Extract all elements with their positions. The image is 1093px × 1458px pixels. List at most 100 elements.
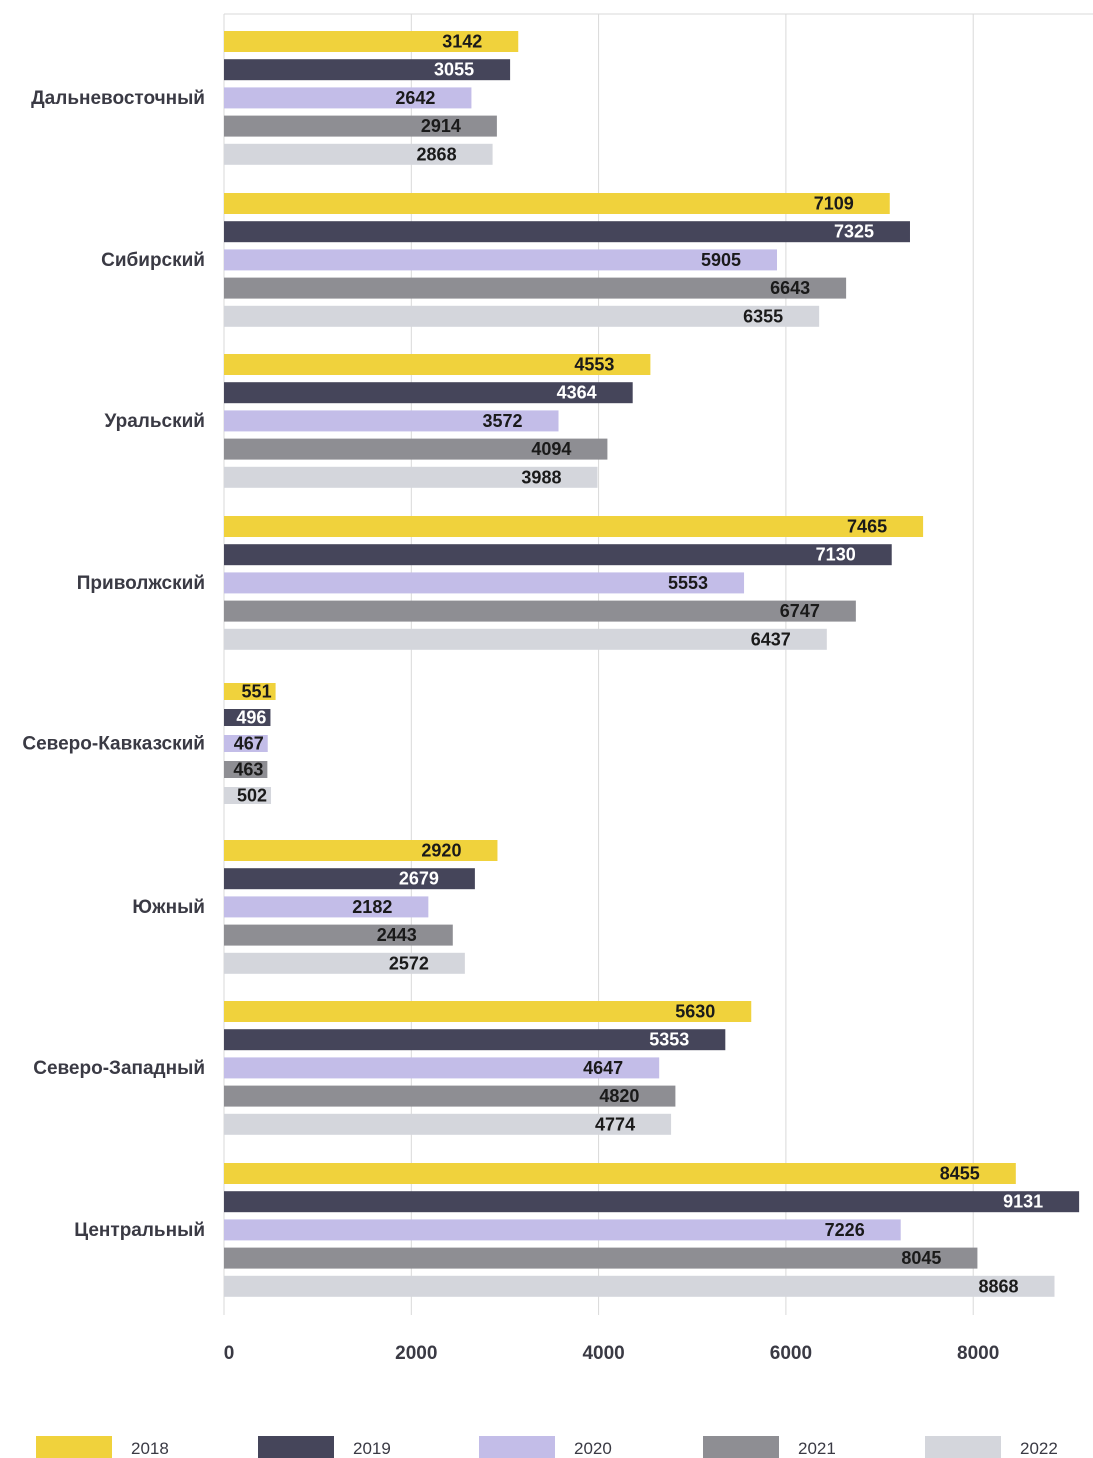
- bar-value-label: 6355: [743, 306, 783, 326]
- category-label: Центральный: [74, 1220, 205, 1241]
- bar: [224, 410, 559, 432]
- bar-value-label: 9131: [1003, 1192, 1043, 1212]
- bar-value-label: 3988: [521, 467, 561, 487]
- bar-value-label: 463: [233, 760, 263, 780]
- bar-value-label: 2920: [421, 841, 461, 861]
- bar: [224, 382, 633, 404]
- bar-value-label: 2182: [352, 897, 392, 917]
- bar: [224, 896, 429, 918]
- bar: [224, 1085, 676, 1107]
- bar-value-label: 8045: [901, 1248, 941, 1268]
- bar: [224, 31, 519, 52]
- bar-value-label: 4774: [595, 1114, 635, 1134]
- bar-value-label: 3055: [434, 60, 474, 80]
- legend-swatch: [479, 1436, 555, 1458]
- bar-value-label: 2642: [395, 88, 435, 108]
- bar: [224, 1191, 1080, 1213]
- legend-label: 2021: [798, 1439, 836, 1458]
- bar: [224, 683, 276, 700]
- bar-value-label: 2679: [399, 869, 439, 889]
- bar-value-label: 467: [234, 734, 264, 754]
- bar-value-label: 3142: [442, 32, 482, 52]
- legend-swatch: [36, 1436, 112, 1458]
- bar: [224, 735, 268, 752]
- bar: [224, 1219, 901, 1241]
- legend-label: 2019: [353, 1439, 391, 1458]
- bar: [224, 466, 598, 488]
- legend-label: 2022: [1020, 1439, 1058, 1458]
- legend-swatch: [925, 1436, 1001, 1458]
- bar: [224, 952, 465, 974]
- bar-value-label: 2572: [389, 953, 429, 973]
- x-tick-label: 2000: [395, 1343, 437, 1364]
- category-label: Дальневосточный: [31, 88, 205, 109]
- bar-value-label: 5630: [675, 1002, 715, 1022]
- legend-swatch: [258, 1436, 334, 1458]
- bar: [224, 572, 745, 594]
- bar-value-label: 5353: [649, 1030, 689, 1050]
- bar-value-label: 2914: [421, 116, 461, 136]
- x-tick-label: 4000: [582, 1343, 624, 1364]
- bar-value-label: 6643: [770, 278, 810, 298]
- bar-value-label: 4364: [557, 383, 597, 403]
- legend-label: 2018: [131, 1439, 169, 1458]
- legend-swatch: [703, 1436, 779, 1458]
- bars: 3142 3055 2642 2914 2868 7109 7325 5905 6643 6355…: [224, 31, 1080, 1297]
- bar: [224, 1057, 660, 1079]
- bar-value-label: 5905: [701, 250, 741, 270]
- category-label: Приволжский: [77, 573, 205, 594]
- bar-value-label: 551: [242, 682, 272, 702]
- bar: [224, 628, 827, 650]
- bar-value-label: 502: [237, 786, 267, 806]
- category-labels: Дальневосточный Сибирский Уральский Приволж…: [22, 88, 205, 1241]
- bar: [224, 840, 498, 861]
- bar-value-label: 8868: [978, 1276, 1018, 1296]
- bar: [224, 600, 856, 622]
- bar: [224, 354, 651, 375]
- x-axis-ticks: 0 2000 4000 6000 8000: [224, 1343, 1000, 1364]
- x-tick-label: 6000: [770, 1343, 812, 1364]
- bar-value-label: 2868: [417, 144, 457, 164]
- bar: [224, 143, 493, 165]
- bar-value-label: 8455: [940, 1164, 980, 1184]
- bar: [224, 59, 511, 81]
- bar: [224, 761, 268, 778]
- bar-value-label: 3572: [482, 411, 522, 431]
- bar: [224, 1029, 726, 1051]
- bar: [224, 1113, 672, 1135]
- bar-value-label: 6747: [780, 601, 820, 621]
- x-tick-label: 0: [224, 1343, 235, 1364]
- bar-value-label: 4553: [574, 355, 614, 375]
- bar: [224, 924, 453, 946]
- bar-value-label: 7109: [814, 194, 854, 214]
- bar-value-label: 5553: [668, 573, 708, 593]
- bar-value-label: 6437: [751, 629, 791, 649]
- bar: [224, 709, 271, 726]
- bar: [224, 868, 475, 890]
- bar: [224, 277, 847, 299]
- bar-value-label: 7465: [847, 517, 887, 537]
- bar: [224, 305, 820, 327]
- bar: [224, 438, 608, 460]
- bar: [224, 1001, 752, 1022]
- bar-value-label: 4094: [531, 439, 571, 459]
- bar-value-label: 496: [236, 708, 266, 728]
- bar: [224, 1163, 1016, 1184]
- x-tick-label: 8000: [957, 1343, 999, 1364]
- bar-value-label: 7325: [834, 222, 874, 242]
- bar-value-label: 4647: [583, 1058, 623, 1078]
- bar: [224, 221, 910, 243]
- bar-value-label: 4820: [599, 1086, 639, 1106]
- category-label: Уральский: [105, 411, 205, 432]
- bar-value-label: 7130: [816, 545, 856, 565]
- bar-value-label: 2443: [377, 925, 417, 945]
- bar: [224, 1275, 1055, 1297]
- bar: [224, 87, 472, 109]
- legend: 2018 2019 2020 2021 2022: [36, 1436, 1058, 1458]
- bar-value-label: 7226: [825, 1220, 865, 1240]
- category-label: Южный: [132, 897, 205, 918]
- bar: [224, 115, 497, 137]
- bar: [224, 249, 778, 271]
- category-label: Сибирский: [101, 250, 205, 271]
